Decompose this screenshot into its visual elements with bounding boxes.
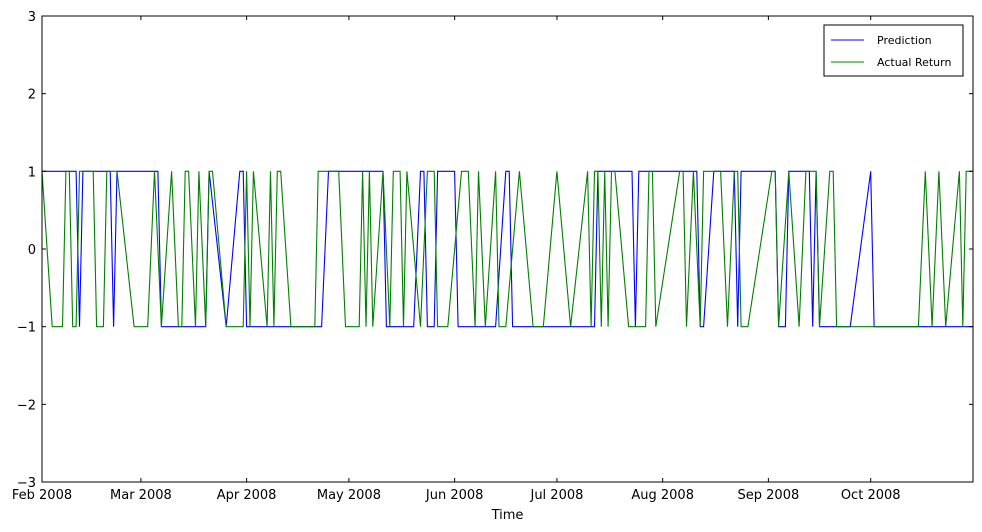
x-tick-label: Aug 2008 (631, 488, 694, 503)
x-tick-label: May 2008 (317, 488, 381, 503)
axes-layer: −3 −2 −1 0 1 2 3 Feb 2008 Mar 2008 Apr 2008 May 20… (12, 10, 973, 503)
x-tick-label: Jul 2008 (529, 488, 583, 503)
x-tick-label: Sep 2008 (738, 488, 800, 503)
plot-frame (41, 15, 974, 483)
x-tick-label: Apr 2008 (217, 488, 277, 503)
y-tick-label: 3 (28, 10, 36, 25)
x-tick-label: Oct 2008 (841, 488, 901, 503)
x-tick-label: Feb 2008 (12, 488, 72, 503)
y-tick-label: 0 (28, 243, 36, 258)
series-line-actual-return (41, 170, 973, 328)
x-axis-label: Time (491, 508, 524, 523)
y-tick-label: −2 (17, 398, 36, 413)
x-tick-label: Mar 2008 (110, 488, 172, 503)
y-tick-label: 1 (28, 165, 36, 180)
legend-label-actual-return: Actual Return (877, 56, 951, 69)
plot-area (42, 16, 973, 482)
legend-box (823, 24, 964, 77)
y-tick-label: −3 (17, 476, 36, 491)
series-layer (41, 170, 973, 328)
legend-label-prediction: Prediction (877, 34, 932, 47)
y-tick-label: 2 (28, 88, 36, 103)
legend: Prediction Actual Return (823, 24, 964, 77)
y-tick-label: −1 (17, 321, 36, 336)
x-tick-label: Jun 2008 (425, 488, 484, 503)
